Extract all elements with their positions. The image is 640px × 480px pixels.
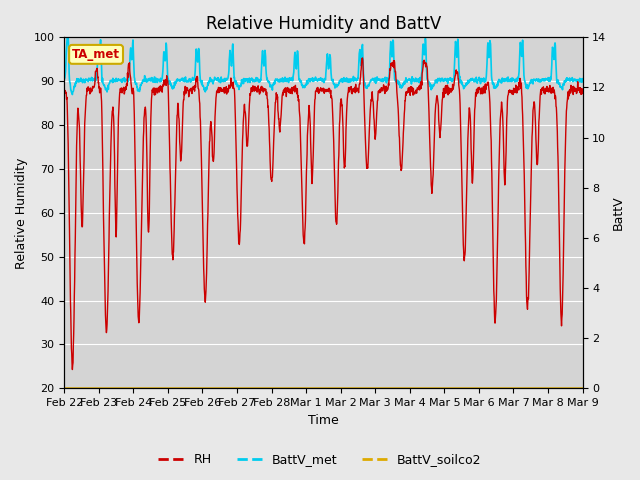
Legend: RH, BattV_met, BattV_soilco2: RH, BattV_met, BattV_soilco2 <box>154 448 486 471</box>
Y-axis label: BattV: BattV <box>612 195 625 230</box>
Y-axis label: Relative Humidity: Relative Humidity <box>15 157 28 268</box>
Title: Relative Humidity and BattV: Relative Humidity and BattV <box>206 15 441 33</box>
X-axis label: Time: Time <box>308 414 339 427</box>
Text: TA_met: TA_met <box>72 48 120 61</box>
